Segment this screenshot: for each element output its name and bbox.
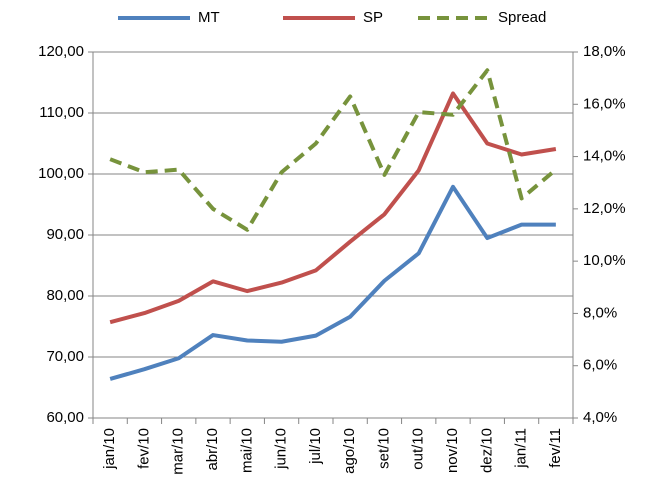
x-tick-label: jul/10 xyxy=(307,428,324,465)
y2-tick-label: 18,0% xyxy=(583,43,626,60)
y-tick-label: 80,00 xyxy=(46,287,84,304)
y-tick-label: 120,00 xyxy=(38,43,84,60)
y-tick-label: 70,00 xyxy=(46,348,84,365)
x-tick-label: fev/10 xyxy=(135,428,152,469)
y2-tick-label: 16,0% xyxy=(583,95,626,112)
y2-tick-label: 10,0% xyxy=(583,252,626,269)
legend-label: Spread xyxy=(498,9,546,26)
y-tick-label: 90,00 xyxy=(46,226,84,243)
legend-label: MT xyxy=(198,9,220,26)
y2-tick-label: 8,0% xyxy=(583,304,617,321)
x-tick-label: fev/11 xyxy=(547,428,564,468)
y-tick-label: 100,00 xyxy=(38,165,84,182)
x-tick-label: jun/10 xyxy=(273,428,290,470)
y2-tick-label: 12,0% xyxy=(583,200,626,217)
x-tick-label: mai/10 xyxy=(238,428,255,473)
y2-tick-label: 6,0% xyxy=(583,357,617,374)
y2-tick-label: 4,0% xyxy=(583,409,617,426)
x-tick-label: nov/10 xyxy=(444,428,461,473)
series-line xyxy=(109,184,556,381)
x-tick-label: jan/11 xyxy=(513,428,530,469)
x-tick-label: jan/10 xyxy=(101,428,118,470)
series-line xyxy=(109,68,558,232)
x-tick-label: out/10 xyxy=(410,428,427,470)
x-tick-label: abr/10 xyxy=(204,428,221,471)
x-tick-label: set/10 xyxy=(375,428,392,469)
y-tick-label: 110,00 xyxy=(39,104,84,121)
legend-label: SP xyxy=(363,9,383,26)
x-tick-label: ago/10 xyxy=(341,428,358,474)
x-tick-label: mar/10 xyxy=(170,428,187,475)
series-line xyxy=(109,91,557,325)
y-tick-label: 60,00 xyxy=(46,409,84,426)
x-tick-label: dez/10 xyxy=(478,428,495,473)
y2-tick-label: 14,0% xyxy=(583,148,626,165)
